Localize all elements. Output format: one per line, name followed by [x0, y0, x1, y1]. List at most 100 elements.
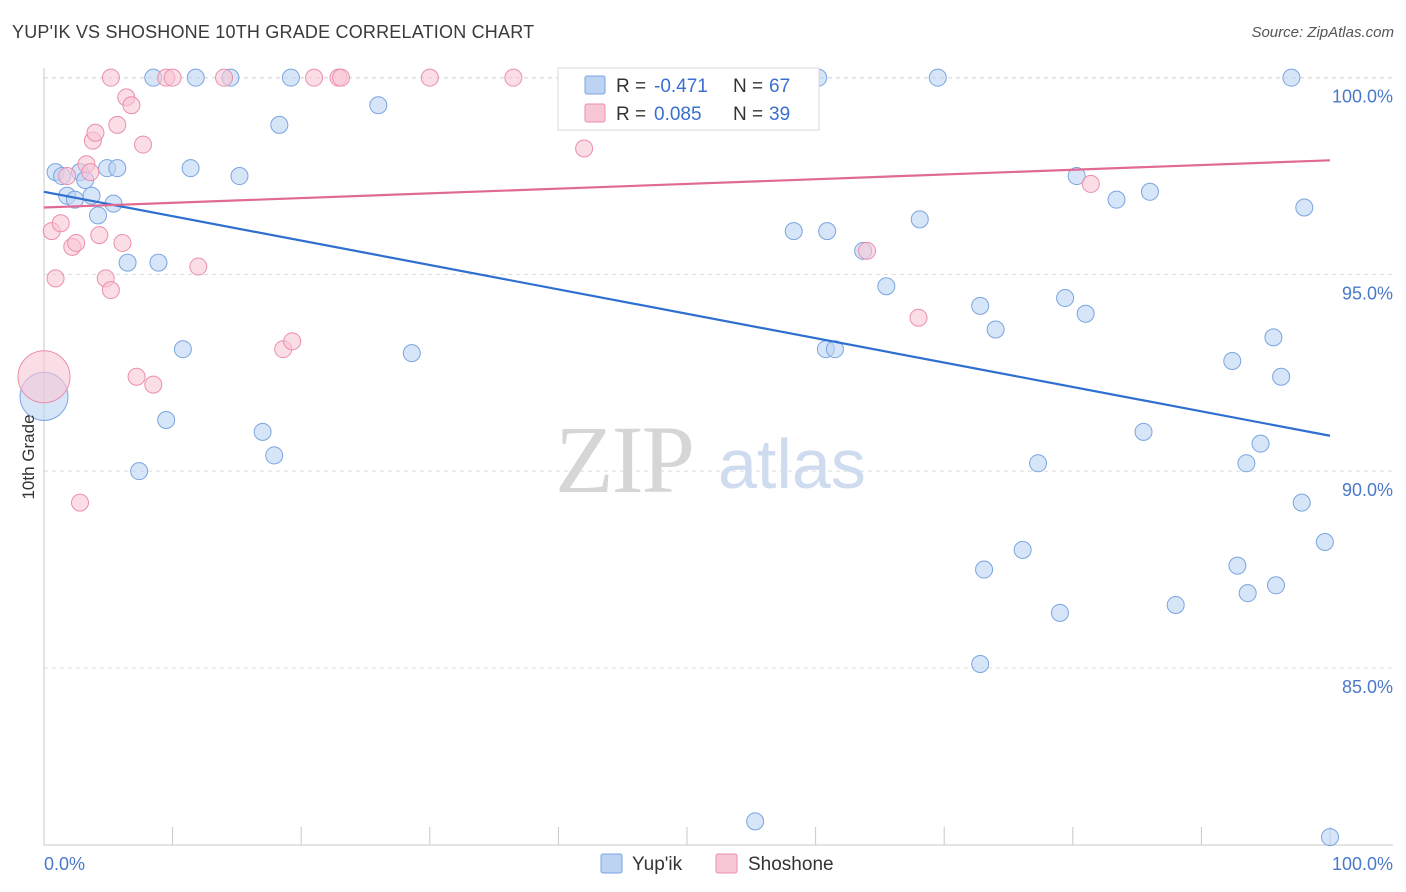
yupik-point [1076, 304, 1095, 323]
x-tick-label: 100.0% [1332, 854, 1393, 874]
yupik-point [1295, 198, 1314, 217]
shoshone-point [71, 493, 90, 512]
legend-label-yupik: Yup'ik [632, 854, 683, 875]
shoshone-point [909, 308, 928, 327]
shoshone-point [101, 281, 120, 300]
yupik-point [877, 277, 896, 296]
shoshone-point [58, 167, 77, 186]
yupik-point [89, 206, 108, 225]
shoshone-point [575, 139, 594, 158]
stats-n-value-yupik: 67 [769, 76, 790, 97]
shoshone-point [46, 269, 65, 288]
shoshone-point [113, 233, 132, 252]
yupik-point [818, 222, 837, 241]
shoshone-point [86, 123, 105, 142]
shoshone-point [108, 115, 127, 134]
yupik-point [1223, 351, 1242, 370]
series-legend: Yup'ik Shoshone [600, 853, 834, 875]
yupik-point [1237, 454, 1256, 473]
watermark-zip: ZIP [555, 406, 693, 513]
stats-legend-swatch-shoshone [584, 103, 606, 123]
y-tick-label: 100.0% [1332, 87, 1393, 107]
yupik-point [265, 446, 284, 465]
shoshone-point [1081, 174, 1100, 193]
trend-lines [43, 159, 1331, 437]
shoshone-point [90, 226, 109, 245]
yupik-point [157, 411, 176, 430]
yupik-point [1266, 576, 1285, 595]
yupik-point [369, 96, 388, 115]
yupik-point [1056, 289, 1075, 308]
yupik-point [971, 296, 990, 315]
shoshone-point [504, 68, 523, 87]
yupik-point [1050, 603, 1069, 622]
yupik-point [186, 68, 205, 87]
yupik-point [149, 253, 168, 272]
shoshone-point [283, 332, 302, 351]
yupik-point [746, 812, 765, 831]
y-tick-label: 85.0% [1342, 677, 1393, 697]
watermark: ZIP atlas [555, 406, 866, 513]
shoshone-point [215, 68, 234, 87]
yupik-point [1013, 540, 1032, 559]
shoshone-point [101, 68, 120, 87]
yupik-point [181, 159, 200, 178]
x-tick-label: 0.0% [44, 854, 85, 874]
stats-legend: R = -0.471 N = 67 R = 0.085 N = 39 [557, 67, 820, 131]
stats-r-label-shoshone: R = [616, 104, 646, 125]
yupik-point [1292, 493, 1311, 512]
yupik-point [910, 210, 929, 229]
yupik-point [270, 115, 289, 134]
yupik-point [1315, 533, 1334, 552]
yupik-point [1264, 328, 1283, 347]
yupik-point [118, 253, 137, 272]
stats-n-label-shoshone: N = [733, 104, 763, 125]
yupik-point [1166, 595, 1185, 614]
legend-label-shoshone: Shoshone [748, 854, 834, 875]
shoshone-point [81, 163, 100, 182]
yupik-point [1251, 434, 1270, 453]
stats-r-value-shoshone: 0.085 [654, 104, 702, 125]
watermark-atlas: atlas [718, 425, 866, 503]
shoshone-point [144, 375, 163, 394]
shoshone-point [122, 96, 141, 115]
yupik-point [986, 320, 1005, 339]
y-tick-label: 90.0% [1342, 480, 1393, 500]
chart-title: YUP'IK VS SHOSHONE 10TH GRADE CORRELATIO… [12, 22, 535, 42]
shoshone-point [420, 68, 439, 87]
shoshone-point [17, 350, 71, 404]
yupik-point [928, 68, 947, 87]
yupik-point [1140, 182, 1159, 201]
shoshone-point [858, 241, 877, 260]
yupik-point [1228, 556, 1247, 575]
shoshone-point [332, 68, 351, 87]
yupik-point [1238, 584, 1257, 603]
yupik-point [1134, 422, 1153, 441]
yupik-point [108, 159, 127, 178]
yupik-point [1029, 454, 1048, 473]
yupik-point [173, 340, 192, 359]
axes: 85.0% 90.0% 95.0% 100.0% 0.0% 100.0% [43, 68, 1393, 874]
yupik-point [130, 462, 149, 481]
legend-swatch-shoshone [715, 853, 738, 874]
stats-r-value-yupik: -0.471 [654, 76, 708, 97]
shoshone-point [134, 135, 153, 154]
chart-source: Source: ZipAtlas.com [1251, 24, 1394, 41]
legend-swatch-yupik [600, 853, 623, 874]
y-axis-label: 10th Grade [19, 414, 38, 499]
yupik-point [784, 222, 803, 241]
shoshone-trend-line [43, 159, 1331, 209]
yupik-point [281, 68, 300, 87]
yupik-point [971, 654, 990, 673]
yupik-point [230, 167, 249, 186]
yupik-point [1067, 167, 1086, 186]
yupik-point [402, 344, 421, 363]
yupik-point [1321, 828, 1339, 847]
shoshone-point [127, 367, 146, 386]
yupik-trend-line [43, 190, 1331, 437]
shoshone-point [305, 68, 324, 87]
y-tick-label: 95.0% [1342, 283, 1393, 303]
shoshone-point [67, 233, 86, 252]
yupik-point [1282, 68, 1301, 87]
